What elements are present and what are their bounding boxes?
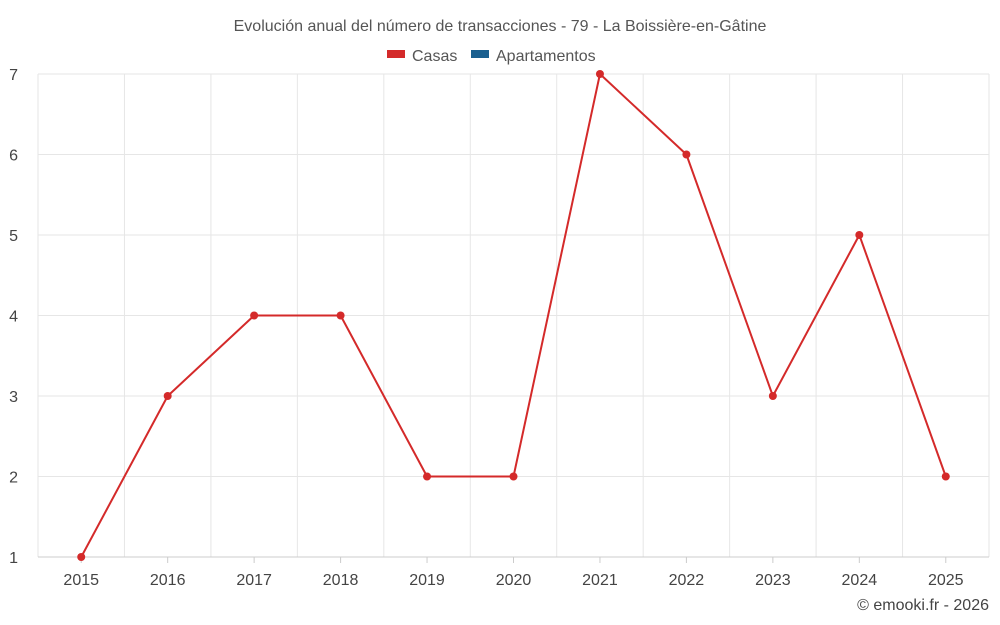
- legend-label-apartamentos[interactable]: Apartamentos: [496, 48, 596, 65]
- data-point-2021[interactable]: [595, 70, 604, 78]
- y-tick-label: 1: [9, 550, 18, 567]
- data-point-2022[interactable]: [682, 150, 691, 159]
- credit-text: © emooki.fr - 2026: [857, 597, 989, 614]
- y-tick-label: 7: [9, 67, 18, 84]
- data-point-2024[interactable]: [855, 231, 864, 239]
- x-axis-ticks: 2015 2016 2017 2018 2019 2020 2021 2022 2023 2024…: [63, 557, 964, 589]
- data-point-2016[interactable]: [163, 392, 172, 400]
- y-tick-label: 3: [9, 389, 18, 406]
- data-point-2018[interactable]: [336, 311, 345, 320]
- x-tick-label: 2024: [842, 572, 878, 589]
- data-point-2023[interactable]: [768, 392, 777, 400]
- x-tick-label: 2023: [755, 572, 791, 589]
- data-point-2025[interactable]: [941, 472, 950, 481]
- data-point-2020[interactable]: [509, 472, 518, 481]
- y-tick-label: 4: [9, 309, 18, 326]
- legend-label-casas[interactable]: Casas: [412, 48, 457, 65]
- x-tick-label: 2020: [496, 572, 532, 589]
- x-tick-label: 2021: [582, 572, 618, 589]
- y-axis-ticks: 1 2 3 4 5 6 7: [9, 67, 18, 567]
- x-tick-label: 2016: [150, 572, 186, 589]
- x-tick-label: 2019: [409, 572, 445, 589]
- grid: [37, 73, 990, 557]
- x-tick-label: 2018: [323, 572, 359, 589]
- data-point-2019[interactable]: [423, 472, 432, 481]
- x-tick-label: 2015: [63, 572, 99, 589]
- y-tick-label: 2: [9, 470, 18, 487]
- legend-swatch-apartamentos[interactable]: [471, 50, 489, 58]
- legend-swatch-casas[interactable]: [387, 50, 405, 58]
- legend: Casas Apartamentos: [387, 48, 596, 65]
- series-casas: [77, 70, 950, 561]
- x-tick-label: 2022: [669, 572, 705, 589]
- x-tick-label: 2017: [236, 572, 272, 589]
- data-point-2017[interactable]: [250, 311, 259, 320]
- data-point-2015[interactable]: [77, 553, 86, 561]
- chart-title: Evolución anual del número de transaccio…: [234, 18, 767, 35]
- x-tick-label: 2025: [928, 572, 964, 589]
- y-tick-label: 5: [9, 228, 18, 245]
- y-tick-label: 6: [9, 148, 18, 165]
